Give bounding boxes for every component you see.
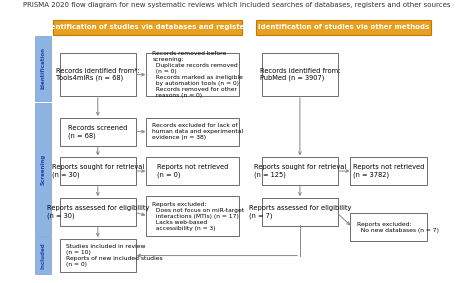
FancyBboxPatch shape: [54, 20, 242, 35]
FancyBboxPatch shape: [262, 198, 338, 226]
FancyBboxPatch shape: [60, 239, 136, 273]
Text: Reports not retrieved
(n = 3782): Reports not retrieved (n = 3782): [353, 164, 424, 178]
FancyBboxPatch shape: [60, 198, 136, 226]
Text: Reports sought for retrieval
(n = 125): Reports sought for retrieval (n = 125): [254, 164, 346, 178]
Text: Records excluded for lack of
human data and experimental
evidence (n = 38): Records excluded for lack of human data …: [153, 123, 244, 140]
FancyBboxPatch shape: [350, 213, 427, 241]
Text: Included: Included: [40, 242, 45, 269]
Text: Reports excluded:
  Does not focus on miR-target
  interactions (MTIs) (n = 17)
: Reports excluded: Does not focus on miR-…: [153, 201, 245, 231]
FancyBboxPatch shape: [35, 237, 51, 274]
Text: Reports excluded:
  No new databases (n = 7): Reports excluded: No new databases (n = …: [356, 222, 438, 233]
Text: Identification of studies via other methods: Identification of studies via other meth…: [257, 24, 429, 30]
FancyBboxPatch shape: [146, 117, 239, 146]
FancyBboxPatch shape: [60, 117, 136, 146]
FancyBboxPatch shape: [146, 53, 239, 97]
Text: Reports assessed for eligibility
(n = 30): Reports assessed for eligibility (n = 30…: [46, 205, 149, 219]
Text: Screening: Screening: [40, 154, 45, 185]
FancyBboxPatch shape: [60, 53, 136, 97]
Text: Identification of studies via databases and registers: Identification of studies via databases …: [43, 24, 253, 30]
Text: Reports assessed for eligibility
(n = 7): Reports assessed for eligibility (n = 7): [249, 205, 351, 219]
FancyBboxPatch shape: [146, 157, 239, 185]
FancyBboxPatch shape: [255, 20, 431, 35]
FancyBboxPatch shape: [146, 196, 239, 236]
Text: Records identified from*:
Tools4miRs (n = 68): Records identified from*: Tools4miRs (n …: [56, 68, 140, 82]
Text: Reports not retrieved
(n = 0): Reports not retrieved (n = 0): [157, 164, 228, 178]
FancyBboxPatch shape: [262, 53, 338, 97]
Text: Records removed before
screening:
  Duplicate records removed
  (n = 0)
  Record: Records removed before screening: Duplic…: [153, 51, 243, 98]
FancyBboxPatch shape: [60, 157, 136, 185]
FancyBboxPatch shape: [35, 104, 51, 236]
Text: Records identified from:
PubMed (n = 3907): Records identified from: PubMed (n = 390…: [260, 68, 340, 82]
FancyBboxPatch shape: [35, 36, 51, 101]
Text: Identification: Identification: [40, 47, 45, 89]
Text: Studies included in review
(n = 10)
Reports of new included studies
(n = 0): Studies included in review (n = 10) Repo…: [66, 244, 163, 267]
Text: Reports sought for retrieval
(n = 30): Reports sought for retrieval (n = 30): [52, 164, 144, 178]
FancyBboxPatch shape: [262, 157, 338, 185]
Text: Records screened
(n = 68): Records screened (n = 68): [68, 125, 128, 138]
FancyBboxPatch shape: [350, 157, 427, 185]
Text: PRISMA 2020 flow diagram for new systematic reviews which included searches of d: PRISMA 2020 flow diagram for new systema…: [23, 1, 451, 8]
